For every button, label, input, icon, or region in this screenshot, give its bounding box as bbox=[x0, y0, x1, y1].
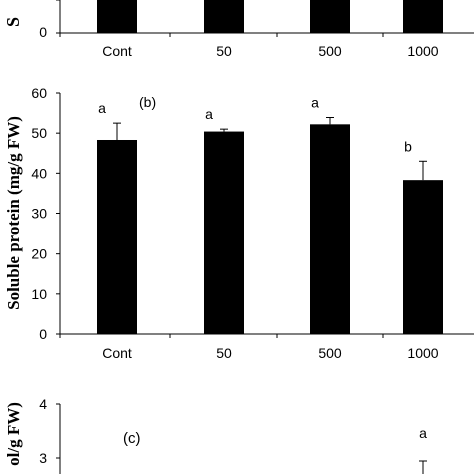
panel-b-bar bbox=[97, 139, 137, 334]
panel-b-letter: a bbox=[311, 95, 319, 111]
panel-a-bar bbox=[403, 0, 443, 33]
panel-b-xtick-label: 50 bbox=[216, 345, 232, 361]
panel-c-ytick-label: 3 bbox=[39, 450, 47, 466]
panel-b-xtick-label: 500 bbox=[318, 345, 342, 361]
panel-c-letter: a bbox=[419, 425, 427, 441]
panel-b-ytick-label: 50 bbox=[31, 125, 47, 141]
panel-b-ytick-label: 0 bbox=[39, 326, 47, 342]
panel-a-xtick-label: 50 bbox=[216, 43, 232, 59]
panel-a-bar bbox=[204, 0, 244, 33]
panel-b-letter: a bbox=[205, 106, 213, 122]
panel-b-bar bbox=[403, 180, 443, 334]
panel-b-ytick-label: 20 bbox=[31, 246, 47, 262]
panel-b-ylabel: Soluble protein (mg/g FW) bbox=[4, 116, 23, 310]
panel-a-bar bbox=[97, 0, 137, 33]
panel-b-ytick-label: 10 bbox=[31, 286, 47, 302]
panel-b-ytick-label: 40 bbox=[31, 165, 47, 181]
panel-a: S 0 Cont 50 500 1000 bbox=[3, 0, 474, 59]
panel-c-ytick-label: 4 bbox=[39, 396, 47, 412]
panel-a-xtick-label: 1000 bbox=[407, 43, 438, 59]
panel-a-xtick-label: Cont bbox=[102, 43, 132, 59]
panel-a-ytick-label: 0 bbox=[39, 24, 47, 40]
panel-b-bar bbox=[204, 131, 244, 334]
panel-c-ylabel-fragment: ol/g FW) bbox=[4, 402, 23, 466]
panel-b-bar bbox=[310, 124, 350, 334]
panel-a-ylabel-fragment: S bbox=[3, 17, 23, 27]
panel-b-letter: b bbox=[404, 138, 412, 154]
panel-c: ol/g FW) (c) 4 3 a bbox=[4, 396, 427, 474]
panel-b-ytick-label: 60 bbox=[31, 85, 47, 101]
panel-b: Soluble protein (mg/g FW) (b) 0 10 20 30 40 5… bbox=[4, 85, 474, 361]
panel-a-bar bbox=[310, 0, 350, 33]
panel-c-label: (c) bbox=[123, 430, 141, 447]
panel-b-xtick-label: 1000 bbox=[407, 345, 438, 361]
panel-b-letter: a bbox=[98, 100, 106, 116]
panel-b-label: (b) bbox=[139, 94, 156, 110]
panel-b-xtick-label: Cont bbox=[102, 345, 132, 361]
panel-a-xtick-label: 500 bbox=[318, 43, 342, 59]
panel-b-ytick-label: 30 bbox=[31, 206, 47, 222]
